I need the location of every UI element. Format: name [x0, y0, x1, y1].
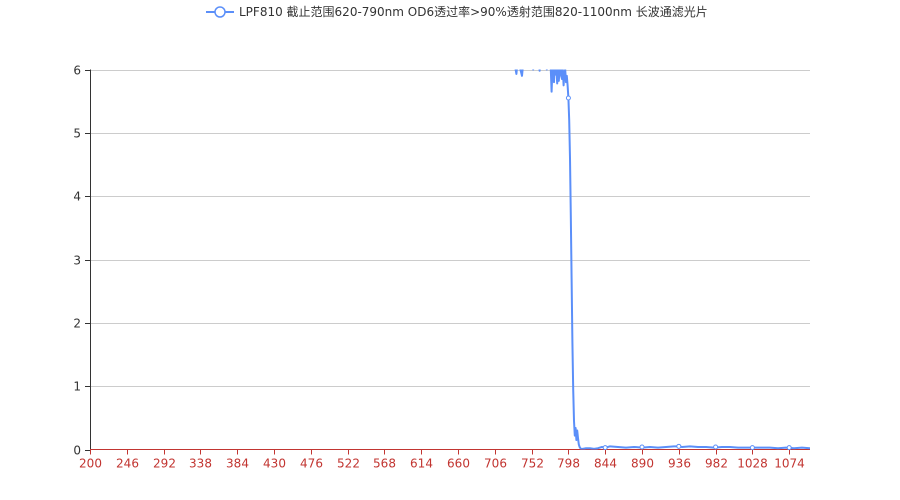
x-tick-label: 522	[337, 457, 360, 471]
marker-layer	[565, 95, 792, 451]
series-line	[514, 69, 810, 450]
y-tick-label: 2	[73, 317, 81, 331]
legend-circle-icon	[214, 6, 226, 18]
data-point	[786, 445, 792, 451]
x-tick-label: 338	[189, 457, 212, 471]
gridlines	[90, 70, 810, 387]
y-tick-label: 1	[73, 380, 81, 394]
y-tick-label: 4	[73, 190, 81, 204]
y-tick-label: 3	[73, 254, 81, 268]
x-tick-label: 568	[373, 457, 396, 471]
y-axis: 0 1 2 3 4 5 6	[73, 64, 91, 458]
x-tick-label: 936	[668, 457, 691, 471]
data-point	[639, 444, 645, 450]
x-tick-label: 706	[484, 457, 507, 471]
x-tick-label: 246	[116, 457, 139, 471]
y-tick-label: 6	[73, 64, 81, 78]
x-tick-label: 1028	[737, 457, 768, 471]
x-tick-label: 200	[79, 457, 102, 471]
data-point	[676, 443, 682, 449]
x-tick-label: 384	[226, 457, 249, 471]
x-tick-label: 1074	[774, 457, 805, 471]
x-tick-label: 798	[557, 457, 580, 471]
x-tick-label: 430	[263, 457, 286, 471]
data-point	[713, 444, 719, 450]
data-point	[565, 95, 571, 101]
x-tick-label: 844	[594, 457, 617, 471]
x-tick-label: 476	[300, 457, 323, 471]
data-point	[602, 445, 608, 451]
legend-label: LPF810 截止范围620-790nm OD6透过率>90%透射范围820-1…	[239, 4, 708, 19]
series-layer	[514, 69, 810, 450]
x-tick-label: 982	[705, 457, 728, 471]
x-tick-label: 614	[410, 457, 433, 471]
x-tick-label: 660	[447, 457, 470, 471]
data-point	[749, 445, 755, 451]
y-tick-label: 5	[73, 127, 81, 141]
x-axis: 200 246 292 338 384 430 476 522 568 614 660 706 752 7…	[79, 449, 810, 471]
y-tick-label: 0	[73, 444, 81, 458]
x-tick-label: 890	[631, 457, 654, 471]
x-tick-label: 752	[521, 457, 544, 471]
legend[interactable]: LPF810 截止范围620-790nm OD6透过率>90%透射范围820-1…	[206, 4, 708, 19]
x-tick-label: 292	[153, 457, 176, 471]
